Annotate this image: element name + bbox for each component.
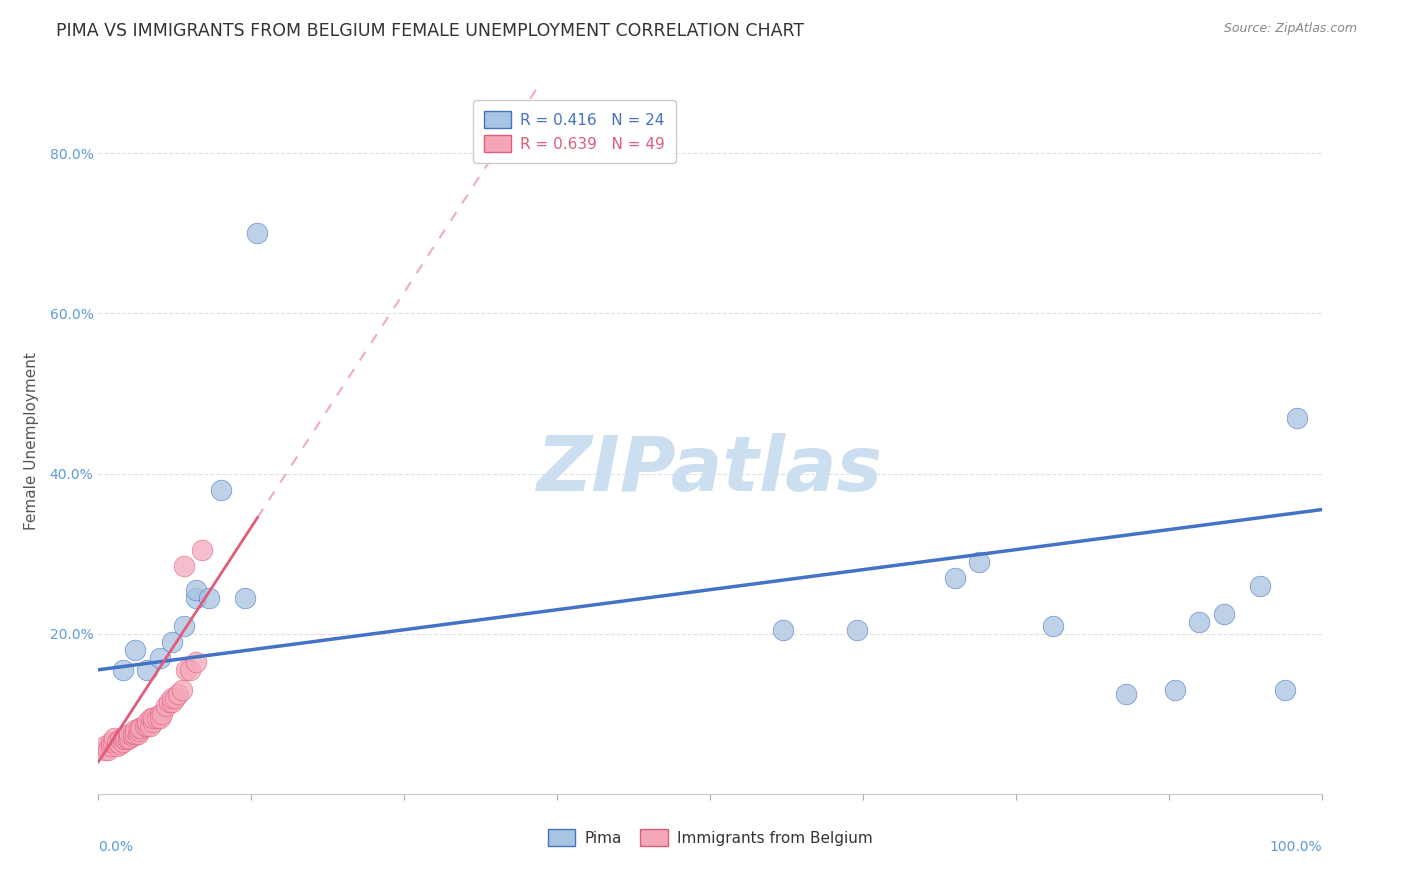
Point (1212, 607, 1234, 621)
Point (173, 558, 195, 573)
Point (176, 663, 198, 677)
Point (105, 735, 128, 749)
Point (142, 711, 165, 725)
Text: ZIPatlas: ZIPatlas (537, 433, 883, 507)
Point (149, 650, 172, 665)
Point (118, 727, 141, 741)
Text: PIMA VS IMMIGRANTS FROM BELGIUM FEMALE UNEMPLOYMENT CORRELATION CHART: PIMA VS IMMIGRANTS FROM BELGIUM FEMALE U… (56, 22, 804, 40)
Point (124, 723, 146, 737)
Point (139, 711, 162, 725)
Point (167, 687, 190, 701)
Point (110, 737, 132, 751)
Point (186, 582, 208, 597)
Point (943, 571, 966, 585)
Point (105, 739, 128, 753)
Point (114, 732, 136, 747)
Point (100, 735, 122, 749)
Point (121, 729, 143, 743)
Point (186, 591, 208, 605)
Point (160, 690, 183, 705)
Point (845, 623, 868, 637)
Point (1286, 410, 1309, 425)
Point (165, 690, 187, 705)
Point (179, 663, 201, 677)
Point (111, 731, 134, 745)
Point (157, 695, 180, 709)
Point (197, 591, 219, 605)
Point (111, 663, 134, 677)
Y-axis label: Female Unemployment: Female Unemployment (24, 352, 38, 531)
Point (124, 727, 146, 741)
Point (233, 591, 256, 605)
Point (160, 695, 183, 709)
Point (139, 719, 162, 733)
Point (129, 721, 152, 735)
Point (136, 663, 159, 677)
Point (111, 735, 134, 749)
Text: 100.0%: 100.0% (1270, 839, 1322, 854)
Point (93, 743, 115, 757)
Point (136, 719, 159, 733)
Point (150, 706, 173, 721)
Point (149, 706, 172, 721)
Point (1042, 618, 1064, 632)
Point (967, 555, 990, 569)
Point (103, 731, 125, 745)
Text: 0.0%: 0.0% (98, 839, 134, 854)
Point (136, 714, 159, 729)
Point (191, 542, 214, 557)
Point (134, 719, 156, 733)
Point (1274, 682, 1296, 697)
Point (149, 711, 172, 725)
Point (93, 739, 115, 753)
Point (1249, 579, 1271, 593)
Legend: Pima, Immigrants from Belgium: Pima, Immigrants from Belgium (537, 819, 883, 856)
Point (118, 731, 141, 745)
Point (128, 724, 150, 739)
Point (146, 711, 169, 725)
Point (142, 714, 165, 729)
Point (173, 618, 195, 632)
Point (114, 729, 136, 743)
Point (160, 634, 183, 648)
Point (117, 732, 139, 747)
Point (100, 739, 122, 753)
Point (110, 732, 132, 747)
Point (124, 642, 146, 657)
Point (186, 655, 208, 669)
Point (1188, 615, 1211, 629)
Point (170, 682, 193, 697)
Point (128, 721, 150, 735)
Point (209, 483, 232, 497)
Point (127, 727, 149, 741)
Point (97, 743, 120, 757)
Point (101, 735, 124, 749)
Point (1115, 687, 1137, 701)
Point (772, 623, 794, 637)
Point (121, 727, 143, 741)
Point (155, 698, 177, 713)
Point (246, 227, 269, 241)
Point (1164, 682, 1187, 697)
Text: Source: ZipAtlas.com: Source: ZipAtlas.com (1223, 22, 1357, 36)
